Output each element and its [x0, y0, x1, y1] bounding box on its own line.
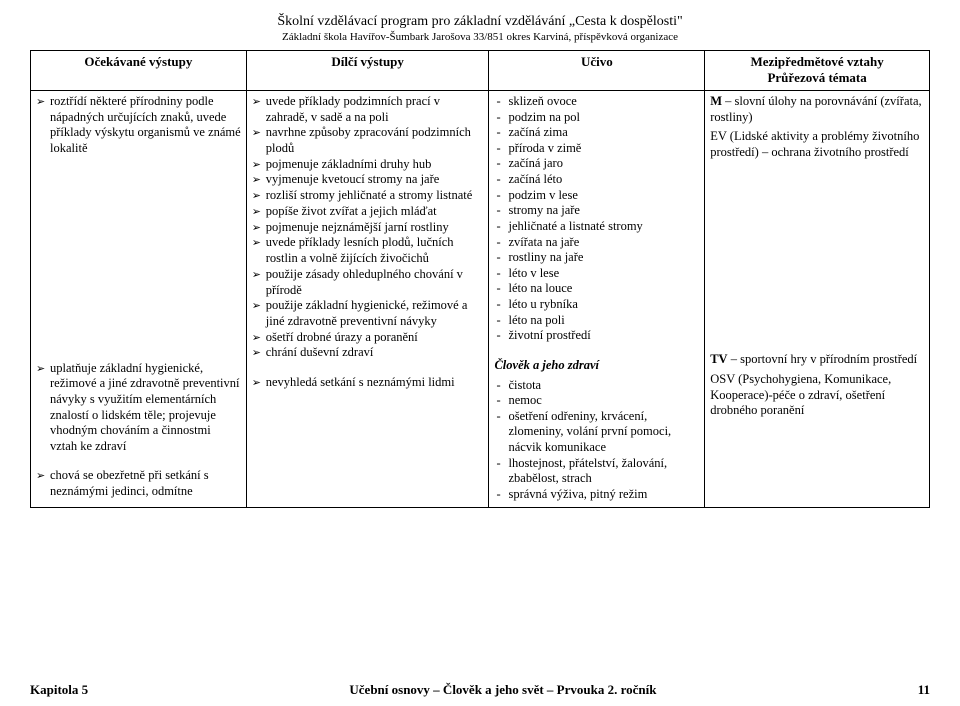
list-item: životní prostředí	[508, 328, 699, 344]
list-expected-3: chová se obezřetně při setkání s neznámý…	[36, 468, 241, 499]
cross-p4: OSV (Psychohygiena, Komunikace, Kooperac…	[710, 372, 924, 419]
list-item: použije základní hygienické, režimové a …	[266, 298, 484, 329]
list-item: nevyhledá setkání s neznámými lidmi	[266, 375, 484, 391]
list-item: pojmenuje nejznámější jarní rostliny	[266, 220, 484, 236]
cell-partial: uvede příklady podzimních prací v zahrad…	[246, 90, 489, 507]
list-item: ošetření odřeniny, krvácení, zlomeniny, …	[508, 409, 699, 456]
cross-p3-bold: TV	[710, 352, 727, 366]
cross-p3-rest: – sportovní hry v přírodním prostředí	[728, 352, 918, 366]
list-partial-2: použije základní hygienické, režimové a …	[252, 298, 484, 361]
list-content-2: čistota nemoc ošetření odřeniny, krvácen…	[494, 378, 699, 503]
list-item: použije zásady ohleduplného chování v př…	[266, 267, 484, 298]
list-item: lhostejnost, přátelství, žalování, zbabě…	[508, 456, 699, 487]
list-item: uvede příklady podzimních prací v zahrad…	[266, 94, 484, 125]
list-expected-2: uplatňuje základní hygienické, režimové …	[36, 361, 241, 455]
cross-p2: EV (Lidské aktivity a problémy životního…	[710, 129, 924, 160]
cross-p3: TV – sportovní hry v přírodním prostředí	[710, 352, 924, 368]
list-item: nemoc	[508, 393, 699, 409]
cross-p1-bold: M	[710, 94, 722, 108]
list-item: léto na poli	[508, 313, 699, 329]
document-header: Školní vzdělávací program pro základní v…	[30, 14, 930, 44]
table-header-row: Očekávané výstupy Dílčí výstupy Učivo Me…	[31, 50, 930, 90]
cross-p1-rest: – slovní úlohy na porovnávání (zvířata, …	[710, 94, 921, 124]
col-header-cross: Mezipředmětové vztahy Průřezová témata	[705, 50, 930, 90]
list-item: podzim na pol	[508, 110, 699, 126]
list-item: příroda v zimě	[508, 141, 699, 157]
list-item: léto na louce	[508, 281, 699, 297]
list-content-1: sklizeň ovoce podzim na pol začíná zima …	[494, 94, 699, 344]
list-partial-3: nevyhledá setkání s neznámými lidmi	[252, 375, 484, 391]
cell-cross: M – slovní úlohy na porovnávání (zvířata…	[705, 90, 930, 507]
col-header-partial: Dílčí výstupy	[246, 50, 489, 90]
list-item: začíná léto	[508, 172, 699, 188]
list-item: uplatňuje základní hygienické, režimové …	[50, 361, 241, 455]
list-item: rostliny na jaře	[508, 250, 699, 266]
cell-expected: roztřídí některé přírodniny podle nápadn…	[31, 90, 247, 507]
list-item: vyjmenuje kvetoucí stromy na jaře	[266, 172, 484, 188]
page-footer: Kapitola 5 Učební osnovy – Člověk a jeho…	[30, 682, 930, 698]
list-item: začíná jaro	[508, 156, 699, 172]
list-item: čistota	[508, 378, 699, 394]
list-item: popíše život zvířat a jejich mláďat	[266, 204, 484, 220]
cross-p1: M – slovní úlohy na porovnávání (zvířata…	[710, 94, 924, 125]
col-header-content: Učivo	[489, 50, 705, 90]
list-item: léto v lese	[508, 266, 699, 282]
list-item: podzim v lese	[508, 188, 699, 204]
list-item: uvede příklady lesních plodů, lučních ro…	[266, 235, 484, 266]
footer-center: Učební osnovy – Člověk a jeho svět – Prv…	[349, 682, 656, 698]
col-header-expected: Očekávané výstupy	[31, 50, 247, 90]
list-partial-1: uvede příklady podzimních prací v zahrad…	[252, 94, 484, 298]
list-item: ošetří drobné úrazy a poranění	[266, 330, 484, 346]
list-item: chrání duševní zdraví	[266, 345, 484, 361]
list-item: jehličnaté a listnaté stromy	[508, 219, 699, 235]
list-item: chová se obezřetně při setkání s neznámý…	[50, 468, 241, 499]
col-header-cross-a: Mezipředmětové vztahy	[710, 54, 924, 70]
doc-subtitle: Základní škola Havířov-Šumbark Jarošova …	[30, 31, 930, 44]
list-item: sklizeň ovoce	[508, 94, 699, 110]
doc-title-prefix: Školní vzdělávací program pro základní v…	[277, 14, 569, 29]
list-item: navrhne způsoby zpracování podzimních pl…	[266, 125, 484, 156]
list-item: zvířata na jaře	[508, 235, 699, 251]
list-item: pojmenuje základními druhy hub	[266, 157, 484, 173]
list-item: začíná zima	[508, 125, 699, 141]
list-item: léto u rybníka	[508, 297, 699, 313]
list-item: správná výživa, pitný režim	[508, 487, 699, 503]
col-header-cross-b: Průřezová témata	[710, 70, 924, 86]
curriculum-table: Očekávané výstupy Dílčí výstupy Učivo Me…	[30, 50, 930, 508]
footer-left: Kapitola 5	[30, 682, 88, 698]
table-row: roztřídí některé přírodniny podle nápadn…	[31, 90, 930, 507]
list-item: stromy na jaře	[508, 203, 699, 219]
content-heading: Člověk a jeho zdraví	[494, 358, 699, 374]
list-item: roztřídí některé přírodniny podle nápadn…	[50, 94, 241, 157]
doc-title: Školní vzdělávací program pro základní v…	[30, 14, 930, 31]
cell-content: sklizeň ovoce podzim na pol začíná zima …	[489, 90, 705, 507]
footer-right: 11	[918, 682, 930, 698]
doc-title-quoted: „Cesta k dospělosti"	[569, 14, 683, 29]
list-expected-1: roztřídí některé přírodniny podle nápadn…	[36, 94, 241, 157]
list-item: rozliší stromy jehličnaté a stromy listn…	[266, 188, 484, 204]
